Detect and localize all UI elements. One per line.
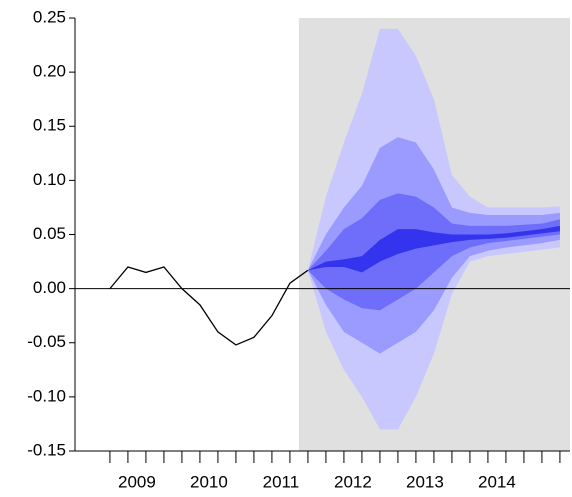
y-tick-label: 0.20 xyxy=(33,62,66,81)
fan-band xyxy=(307,225,560,273)
y-tick-label: 0.10 xyxy=(33,170,66,189)
y-tick-label: -0.10 xyxy=(27,386,66,405)
fan-band xyxy=(307,193,560,311)
y-tick-label: 0.15 xyxy=(33,116,66,135)
y-tick-label: -0.15 xyxy=(27,440,66,459)
y-tick-label: -0.05 xyxy=(27,332,66,351)
x-tick-label: 2013 xyxy=(406,472,444,491)
x-tick-label: 2010 xyxy=(190,472,228,491)
x-tick-label: 2014 xyxy=(478,472,516,491)
x-tick-label: 2009 xyxy=(118,472,156,491)
y-tick-label: 0.05 xyxy=(33,224,66,243)
history-line xyxy=(109,266,309,346)
y-tick-label: 0.00 xyxy=(33,278,66,297)
y-tick-label: 0.25 xyxy=(33,7,66,26)
x-tick-label: 2011 xyxy=(263,472,300,491)
x-tick-label: 2012 xyxy=(334,472,372,491)
